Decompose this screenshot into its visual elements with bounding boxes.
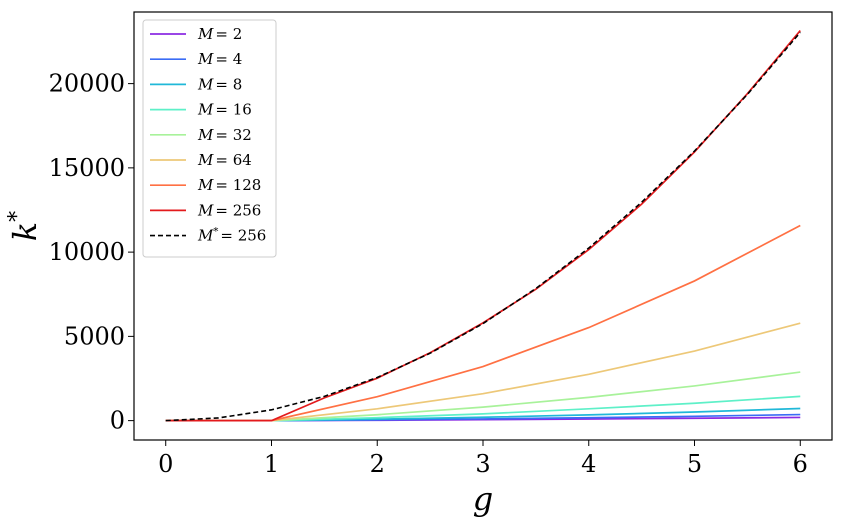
x-tick-label: 1	[264, 450, 279, 478]
y-axis-label-text: k*	[5, 211, 44, 241]
legend-label: M* = 256	[197, 227, 266, 245]
legend-label: M = 128	[197, 176, 261, 194]
series-lines	[165, 29, 801, 422]
x-tick-label: 2	[370, 450, 385, 478]
x-axis-label: g	[473, 480, 493, 518]
legend-label: M = 32	[197, 126, 252, 144]
legend-label: M = 2	[197, 25, 242, 43]
legend-label: M = 256	[197, 201, 261, 219]
y-tick-label: 0	[110, 407, 125, 435]
x-tick-label: 4	[581, 450, 596, 478]
y-axis-ticks: 0 5000 10000 15000 20000	[49, 70, 134, 435]
x-tick-label: 5	[687, 450, 702, 478]
y-axis-label: k*	[5, 211, 44, 241]
legend-box	[142, 19, 277, 258]
legend-label: M = 64	[197, 151, 252, 169]
series-line-8	[165, 31, 801, 422]
legend-label: M = 8	[197, 75, 242, 93]
legend-label: M = 4	[197, 50, 242, 68]
y-tick-label: 15000	[49, 154, 125, 182]
legend-label: M = 16	[197, 101, 252, 119]
y-tick-label: 10000	[49, 238, 125, 266]
y-tick-label: 20000	[49, 70, 125, 98]
x-tick-label: 6	[793, 450, 808, 478]
legend: M = 2 M = 4 M = 8 M = 16 M = 32 M = 64 M = 128 M = 256 M…	[142, 19, 277, 258]
x-tick-label: 0	[158, 450, 173, 478]
x-tick-label: 3	[475, 450, 490, 478]
series-line-7	[165, 29, 801, 422]
y-tick-label: 5000	[64, 322, 125, 350]
x-axis-ticks: 0 1 2 3 4 5 6	[158, 440, 808, 478]
